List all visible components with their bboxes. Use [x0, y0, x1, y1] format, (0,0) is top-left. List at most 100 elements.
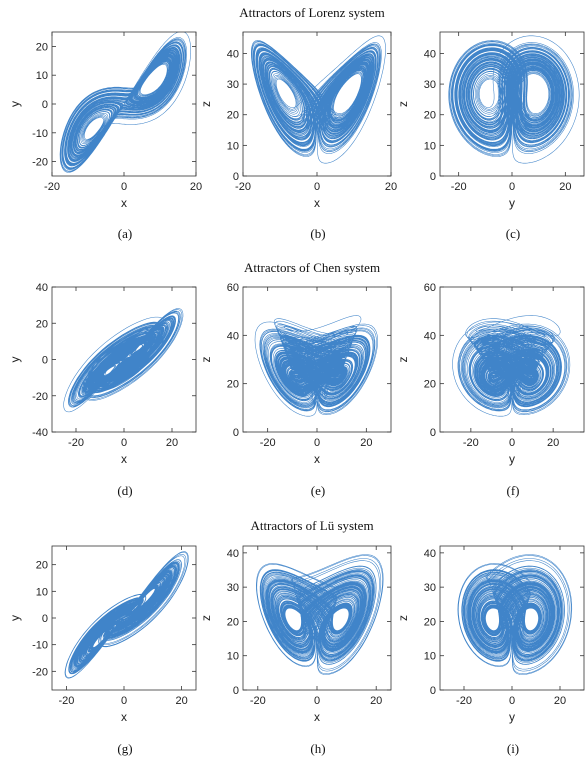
x-tick-label-f: 20 — [547, 437, 559, 449]
x-axis-label-b: x — [314, 196, 320, 210]
panel-label-a: (a) — [118, 226, 132, 241]
y-tick-label-d: 40 — [36, 282, 48, 294]
row-title-chen: Attractors of Chen system — [244, 260, 380, 275]
y-tick-label-c: 20 — [424, 110, 436, 122]
y-tick-label-i: 30 — [424, 582, 436, 594]
x-tick-label-b: -20 — [235, 181, 251, 193]
x-tick-label-e: -20 — [260, 437, 276, 449]
y-tick-label-b: 40 — [227, 48, 239, 60]
panel-g: -20 0 20 -20 -10 0 10 20 x y — [8, 545, 197, 724]
y-axis-label-g: y — [8, 615, 22, 621]
x-axis-label-h: x — [314, 710, 320, 724]
trajectory-g — [64, 551, 189, 679]
x-tick-label-f: 0 — [509, 437, 515, 449]
y-tick-label-d: -20 — [32, 391, 48, 403]
y-tick-label-c: 40 — [424, 48, 436, 60]
trajectory-a — [59, 32, 191, 173]
y-tick-label-d: -40 — [32, 427, 48, 439]
y-axis-label-a: y — [8, 101, 22, 107]
y-tick-label-b: 10 — [227, 140, 239, 152]
y-axis-label-h: z — [199, 615, 213, 621]
x-tick-label-a: -20 — [44, 181, 60, 193]
x-tick-label-d: 20 — [166, 437, 178, 449]
y-tick-label-f: 40 — [424, 330, 436, 342]
y-axis-label-i: z — [396, 615, 410, 621]
y-axis-label-f: z — [396, 357, 410, 363]
x-tick-label-i: -20 — [456, 695, 472, 707]
row-title-lu: Attractors of Lü system — [250, 518, 373, 533]
x-axis-label-d: x — [121, 452, 127, 466]
y-tick-label-g: 10 — [36, 586, 48, 598]
panel-c: -20 0 20 0 10 20 30 40 y z — [396, 31, 585, 210]
y-tick-label-b: 0 — [233, 171, 239, 183]
panel-a: -20 0 20 -20 -10 0 10 20 x y — [8, 31, 202, 210]
trajectory-d — [63, 308, 184, 413]
y-tick-label-f: 60 — [424, 282, 436, 294]
trajectory-f — [452, 315, 571, 417]
panel-label-i: (i) — [507, 741, 519, 756]
x-tick-label-a: 0 — [121, 181, 127, 193]
x-axis-label-a: x — [121, 196, 127, 210]
trajectory-e — [254, 315, 378, 417]
y-tick-label-d: 20 — [36, 318, 48, 330]
y-tick-label-a: 20 — [36, 41, 48, 53]
y-tick-label-g: 0 — [42, 613, 48, 625]
y-tick-label-a: 10 — [36, 70, 48, 82]
panel-i: -20 0 20 0 10 20 30 40 y z — [396, 545, 585, 724]
y-tick-label-h: 40 — [227, 548, 239, 560]
trajectory-b — [251, 35, 386, 164]
y-tick-label-i: 40 — [424, 548, 436, 560]
panel-label-f: (f) — [507, 483, 520, 498]
x-tick-label-f: -20 — [463, 437, 479, 449]
panel-label-c: (c) — [506, 226, 520, 241]
y-tick-label-h: 0 — [233, 685, 239, 697]
y-tick-label-c: 10 — [424, 140, 436, 152]
y-tick-label-e: 60 — [227, 282, 239, 294]
x-tick-label-h: 20 — [370, 695, 382, 707]
y-tick-label-h: 20 — [227, 616, 239, 628]
x-axis-label-c: y — [509, 196, 515, 210]
y-tick-label-f: 0 — [430, 427, 436, 439]
x-tick-label-c: -20 — [451, 181, 467, 193]
y-tick-label-g: -10 — [32, 640, 48, 652]
y-tick-label-h: 10 — [227, 651, 239, 663]
y-tick-label-i: 20 — [424, 616, 436, 628]
x-tick-label-e: 0 — [314, 437, 320, 449]
y-axis-label-b: z — [199, 101, 213, 107]
x-tick-label-b: 20 — [385, 181, 397, 193]
y-tick-label-a: -10 — [32, 128, 48, 140]
y-tick-label-e: 0 — [233, 427, 239, 439]
y-tick-label-c: 30 — [424, 79, 436, 91]
y-tick-label-e: 20 — [227, 379, 239, 391]
trajectory-c — [448, 35, 580, 164]
trajectory-h — [256, 554, 384, 675]
row-title-lorenz: Attractors of Lorenz system — [239, 5, 384, 20]
trajectory-i — [457, 554, 573, 675]
y-tick-label-i: 10 — [424, 651, 436, 663]
y-tick-label-e: 40 — [227, 330, 239, 342]
x-axis-label-f: y — [509, 452, 515, 466]
y-axis-label-e: z — [199, 357, 213, 363]
y-tick-label-f: 20 — [424, 379, 436, 391]
x-tick-label-d: 0 — [121, 437, 127, 449]
x-axis-label-g: x — [121, 710, 127, 724]
x-tick-label-h: -20 — [250, 695, 266, 707]
x-tick-label-i: 20 — [554, 695, 566, 707]
x-tick-label-c: 0 — [509, 181, 515, 193]
x-tick-label-b: 0 — [314, 181, 320, 193]
y-tick-label-c: 0 — [430, 171, 436, 183]
x-tick-label-g: 0 — [121, 695, 127, 707]
y-tick-label-a: 0 — [42, 99, 48, 111]
y-axis-label-c: z — [396, 101, 410, 107]
y-tick-label-g: 20 — [36, 560, 48, 572]
panel-label-h: (h) — [310, 741, 325, 756]
panel-e: -20 0 20 0 20 40 60 x z — [199, 282, 392, 466]
y-tick-label-b: 20 — [227, 110, 239, 122]
y-axis-label-d: y — [8, 357, 22, 363]
panel-label-e: (e) — [311, 483, 325, 498]
x-tick-label-i: 0 — [509, 695, 515, 707]
x-tick-label-a: 20 — [190, 181, 202, 193]
